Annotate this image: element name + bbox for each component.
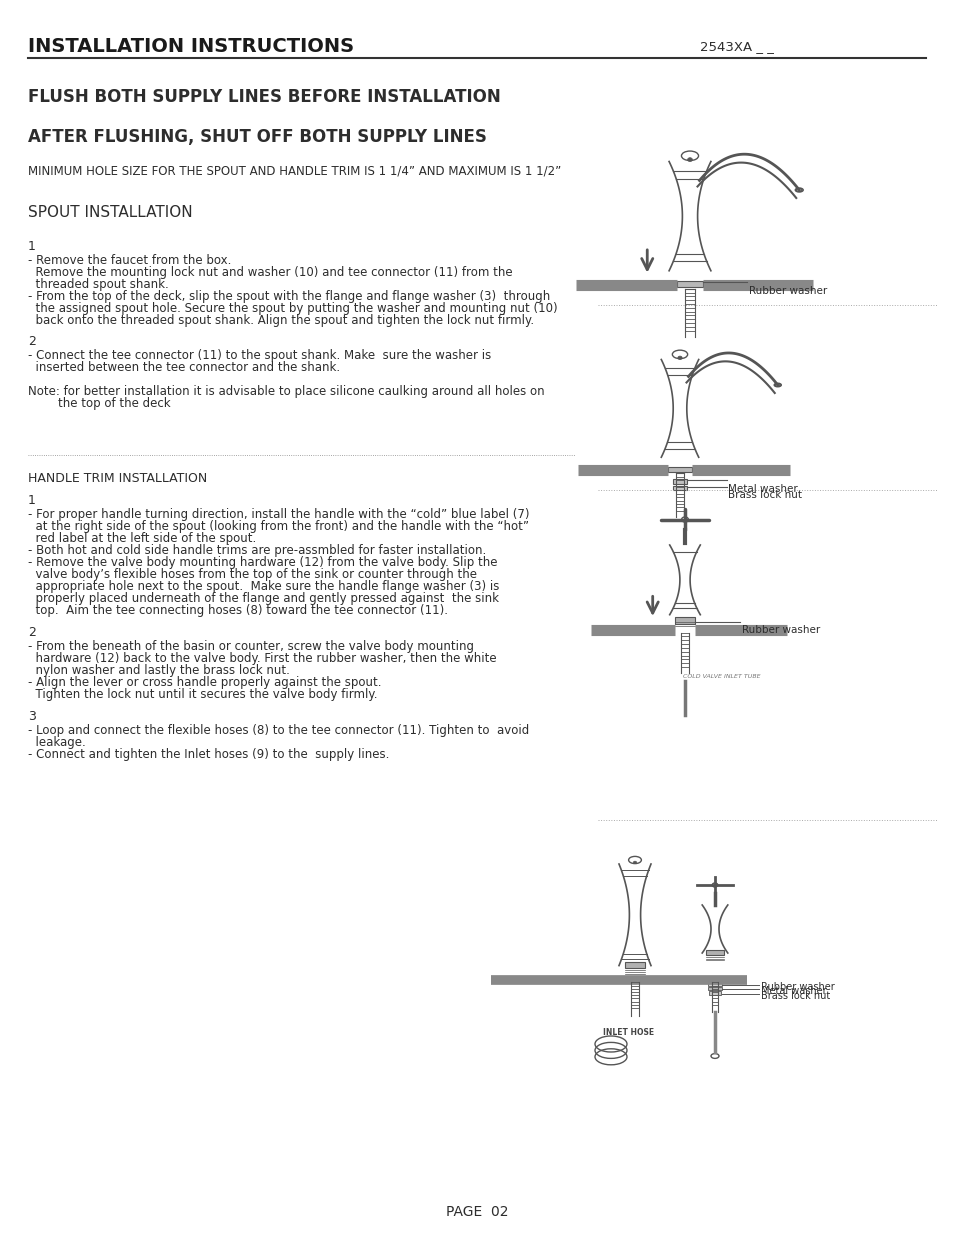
Text: top.  Aim the tee connecting hoses (8) toward the tee connector (11).: top. Aim the tee connecting hoses (8) to…: [28, 604, 448, 618]
Ellipse shape: [775, 384, 780, 387]
Text: MINIMUM HOLE SIZE FOR THE SPOUT AND HANDLE TRIM IS 1 1/4” AND MAXIMUM IS 1 1/2”: MINIMUM HOLE SIZE FOR THE SPOUT AND HAND…: [28, 165, 560, 178]
Ellipse shape: [687, 158, 692, 162]
Bar: [673, 479, 686, 484]
Text: - Connect and tighten the Inlet hoses (9) to the  supply lines.: - Connect and tighten the Inlet hoses (9…: [28, 748, 389, 761]
Bar: [709, 992, 720, 995]
Text: - From the top of the deck, slip the spout with the flange and flange washer (3): - From the top of the deck, slip the spo…: [28, 290, 550, 303]
Bar: [707, 987, 721, 990]
Text: properly placed underneath of the flange and gently pressed against  the sink: properly placed underneath of the flange…: [28, 592, 498, 605]
Text: Rubber washer: Rubber washer: [748, 287, 826, 296]
Text: AFTER FLUSHING, SHUT OFF BOTH SUPPLY LINES: AFTER FLUSHING, SHUT OFF BOTH SUPPLY LIN…: [28, 128, 486, 146]
Ellipse shape: [680, 151, 698, 161]
Text: the top of the deck: the top of the deck: [28, 396, 171, 410]
Ellipse shape: [678, 356, 681, 359]
Text: Brass lock nut: Brass lock nut: [760, 992, 829, 1002]
Bar: [667, 467, 691, 472]
Text: - For proper handle turning direction, install the handle with the “cold” blue l: - For proper handle turning direction, i…: [28, 508, 529, 521]
Text: 2543XA _ _: 2543XA _ _: [700, 40, 773, 53]
Text: - Remove the faucet from the box.: - Remove the faucet from the box.: [28, 254, 232, 267]
Text: appropriate hole next to the spout.  Make sure the handle flange washer (3) is: appropriate hole next to the spout. Make…: [28, 580, 498, 593]
Text: Note: for better installation it is advisable to place silicone caulking around : Note: for better installation it is advi…: [28, 385, 544, 398]
Text: - Align the lever or cross handle properly against the spout.: - Align the lever or cross handle proper…: [28, 676, 381, 689]
Text: Metal washer: Metal washer: [760, 987, 825, 997]
Text: INSTALLATION INSTRUCTIONS: INSTALLATION INSTRUCTIONS: [28, 37, 354, 56]
Bar: [707, 983, 721, 987]
Bar: [676, 282, 702, 287]
Ellipse shape: [633, 861, 636, 863]
Text: threaded spout shank.: threaded spout shank.: [28, 278, 169, 291]
Text: hardware (12) back to the valve body. First the rubber washer, then the white: hardware (12) back to the valve body. Fi…: [28, 652, 497, 664]
Text: - Remove the valve body mounting hardware (12) from the valve body. Slip the: - Remove the valve body mounting hardwar…: [28, 556, 497, 569]
Text: Tighten the lock nut until it secures the valve body firmly.: Tighten the lock nut until it secures th…: [28, 688, 377, 701]
Bar: [624, 962, 645, 968]
Text: the assigned spout hole. Secure the spout by putting the washer and mounting nut: the assigned spout hole. Secure the spou…: [28, 303, 558, 315]
Text: - Connect the tee connector (11) to the spout shank. Make  sure the washer is: - Connect the tee connector (11) to the …: [28, 350, 491, 362]
Text: nylon washer and lastly the brass lock nut.: nylon washer and lastly the brass lock n…: [28, 664, 290, 677]
Text: HANDLE TRIM INSTALLATION: HANDLE TRIM INSTALLATION: [28, 472, 207, 485]
Bar: [705, 950, 723, 956]
Text: - Loop and connect the flexible hoses (8) to the tee connector (11). Tighten to : - Loop and connect the flexible hoses (8…: [28, 724, 529, 737]
Text: 1: 1: [28, 494, 36, 508]
Text: at the right side of the spout (looking from the front) and the handle with the : at the right side of the spout (looking …: [28, 520, 529, 534]
Text: 1: 1: [28, 240, 36, 253]
Text: red label at the left side of the spout.: red label at the left side of the spout.: [28, 532, 256, 545]
Ellipse shape: [795, 188, 802, 191]
Ellipse shape: [628, 856, 640, 863]
Text: inserted between the tee connector and the shank.: inserted between the tee connector and t…: [28, 361, 340, 374]
Text: 2: 2: [28, 626, 36, 638]
Text: PAGE  02: PAGE 02: [445, 1205, 508, 1219]
Ellipse shape: [712, 883, 717, 887]
Text: COLD VALVE INLET TUBE: COLD VALVE INLET TUBE: [682, 674, 760, 679]
Text: 2: 2: [28, 335, 36, 348]
Text: valve body’s flexible hoses from the top of the sink or counter through the: valve body’s flexible hoses from the top…: [28, 568, 476, 580]
Ellipse shape: [774, 383, 781, 387]
Text: SPOUT INSTALLATION: SPOUT INSTALLATION: [28, 205, 193, 220]
Text: back onto the threaded spout shank. Align the spout and tighten the lock nut fir: back onto the threaded spout shank. Alig…: [28, 314, 534, 327]
Ellipse shape: [680, 517, 688, 522]
Text: Rubber washer: Rubber washer: [741, 625, 820, 635]
Ellipse shape: [796, 189, 801, 191]
Text: 3: 3: [28, 710, 36, 722]
Text: Brass lock nut: Brass lock nut: [728, 490, 801, 500]
Text: leakage.: leakage.: [28, 736, 86, 748]
Bar: [673, 487, 686, 490]
Text: Rubber washer: Rubber washer: [760, 982, 834, 993]
Text: Metal washer: Metal washer: [728, 484, 798, 494]
Ellipse shape: [710, 1053, 719, 1058]
Text: INLET HOSE: INLET HOSE: [602, 1028, 654, 1037]
Bar: [674, 618, 695, 624]
Text: Remove the mounting lock nut and washer (10) and tee connector (11) from the: Remove the mounting lock nut and washer …: [28, 266, 512, 279]
Text: - Both hot and cold side handle trims are pre-assmbled for faster installation.: - Both hot and cold side handle trims ar…: [28, 543, 486, 557]
Text: FLUSH BOTH SUPPLY LINES BEFORE INSTALLATION: FLUSH BOTH SUPPLY LINES BEFORE INSTALLAT…: [28, 88, 500, 106]
Text: - From the beneath of the basin or counter, screw the valve body mounting: - From the beneath of the basin or count…: [28, 640, 474, 653]
Ellipse shape: [672, 351, 687, 358]
